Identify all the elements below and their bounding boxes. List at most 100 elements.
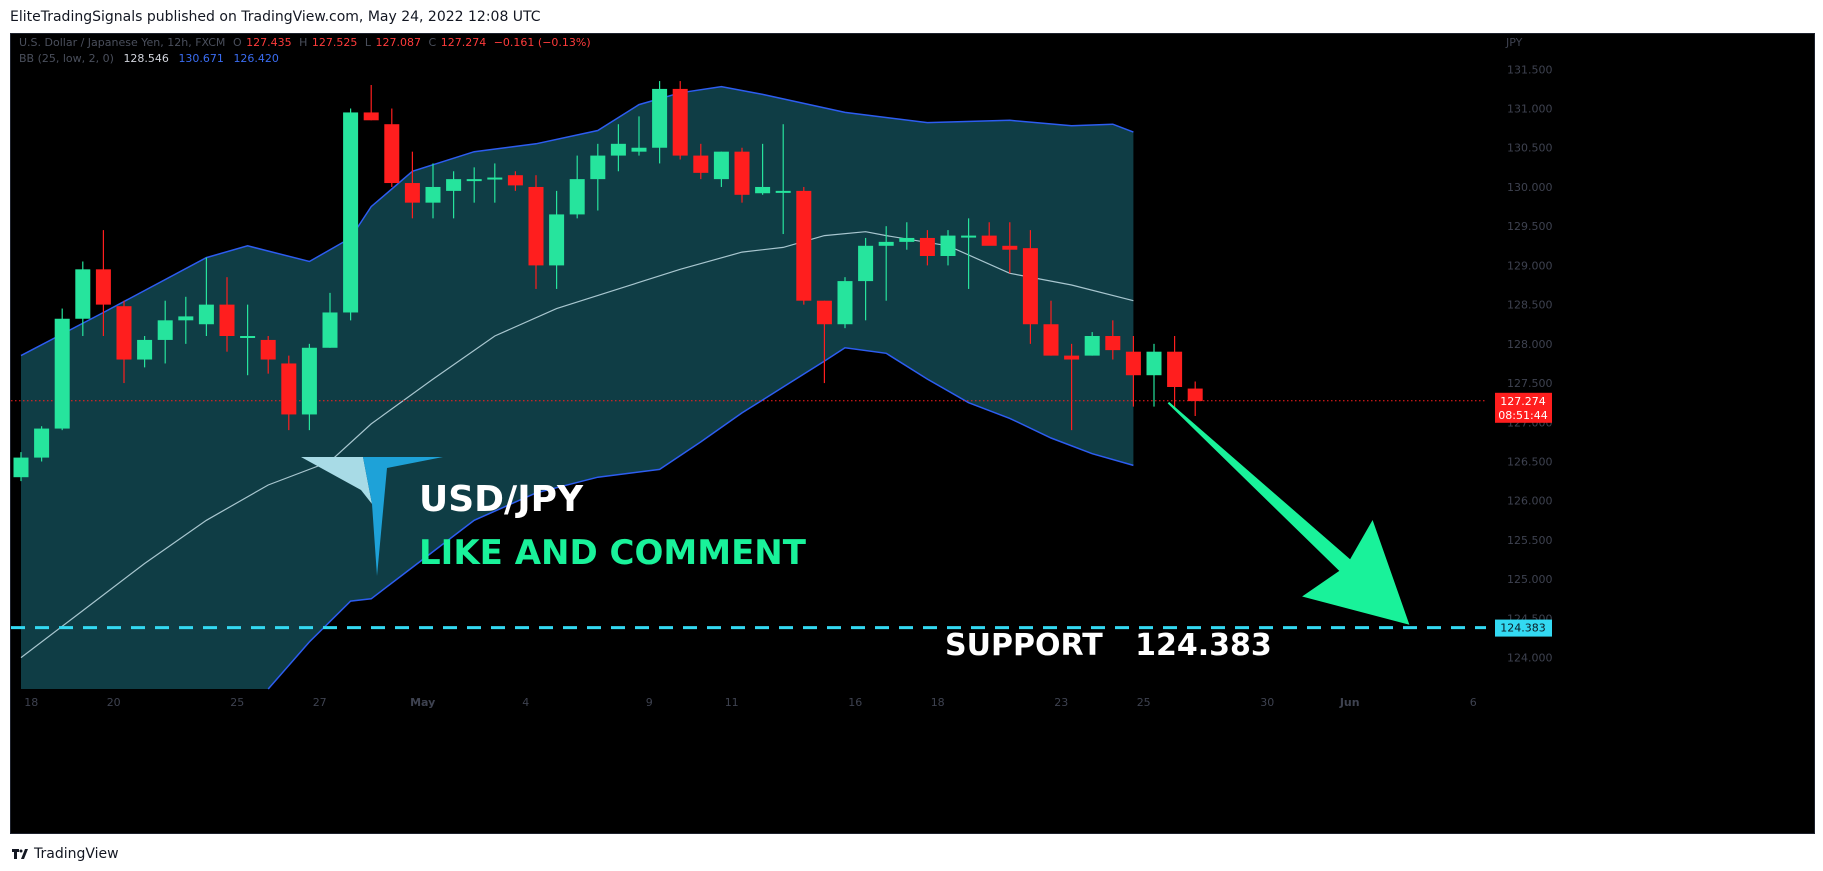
candle-body xyxy=(1125,351,1141,376)
candle-body xyxy=(466,179,482,182)
candle-countdown: 08:51:44 xyxy=(1498,409,1547,422)
candle-body xyxy=(54,318,70,429)
candle-body xyxy=(755,186,771,194)
candle-body xyxy=(1187,388,1203,402)
time-axis-tick: 27 xyxy=(313,696,327,709)
price-axis[interactable]: 124.000124.500125.000125.500126.000126.5… xyxy=(1507,63,1553,664)
like-comment-text: LIKE AND COMMENT xyxy=(419,533,807,573)
candles-group xyxy=(13,81,1203,482)
candle-body xyxy=(363,112,379,121)
time-axis-tick: 23 xyxy=(1054,696,1068,709)
candle-body xyxy=(178,316,194,321)
candle-body xyxy=(940,235,956,256)
price-axis-tick: 130.000 xyxy=(1507,181,1553,194)
support-label: SUPPORT 124.383 xyxy=(945,628,1272,663)
footer-brand[interactable]: TradingView xyxy=(12,846,119,862)
price-axis-tick: 128.500 xyxy=(1507,299,1553,312)
candle-body xyxy=(652,88,668,148)
last-price-value: 127.274 xyxy=(1500,395,1546,408)
legend-line-1: U.S. Dollar / Japanese Yen, 12h, FXCM O … xyxy=(19,36,591,49)
candle-body xyxy=(1043,324,1059,356)
chart-pane[interactable]: USD/JPY LIKE AND COMMENT SUPPORT 124.383… xyxy=(10,33,1815,834)
down-arrow-shape xyxy=(1167,401,1410,625)
candle-body xyxy=(816,300,832,325)
candle-body xyxy=(219,304,235,337)
legend-h-value: 127.525 xyxy=(312,36,358,49)
candle-body xyxy=(919,237,935,256)
candle-body xyxy=(240,336,256,339)
candle-body xyxy=(425,186,441,203)
currency-label: JPY xyxy=(1505,36,1523,49)
candle-body xyxy=(713,151,729,180)
candle-body xyxy=(446,179,462,191)
candle-body xyxy=(858,245,874,282)
time-axis-tick: 11 xyxy=(725,696,739,709)
bollinger-band-fill xyxy=(21,86,1134,690)
candle-body xyxy=(198,304,214,325)
candle-body xyxy=(95,269,111,305)
candle-body xyxy=(961,235,977,238)
time-axis-tick: 4 xyxy=(522,696,529,709)
price-axis-tick: 129.000 xyxy=(1507,259,1553,272)
footer-brand-label: TradingView xyxy=(34,846,119,862)
bollinger-lower-line xyxy=(267,347,1134,690)
candle-body xyxy=(137,339,153,360)
candle-body xyxy=(569,179,585,215)
legend-l-label: L xyxy=(365,36,372,49)
legend-o-value: 127.435 xyxy=(246,36,292,49)
price-axis-tick: 124.000 xyxy=(1507,652,1553,665)
time-axis-tick: Jun xyxy=(1339,696,1360,709)
support-label-word: SUPPORT xyxy=(945,628,1103,663)
candle-body xyxy=(631,147,647,152)
price-axis-tick: 131.500 xyxy=(1507,63,1553,76)
publish-info: EliteTradingSignals published on Trading… xyxy=(10,9,541,25)
candle-body xyxy=(1022,248,1038,325)
time-axis-tick: May xyxy=(410,696,435,709)
time-axis-tick: 16 xyxy=(848,696,862,709)
legend-h-label: H xyxy=(299,36,307,49)
legend-bb-label: BB (25, low, 2, 0) xyxy=(19,52,114,65)
tradingview-logo-icon xyxy=(12,849,28,859)
legend-bb-upper: 130.671 xyxy=(178,52,224,65)
candle-body xyxy=(404,183,420,203)
candle-body xyxy=(487,177,503,180)
time-axis-tick: 18 xyxy=(24,696,38,709)
candle-body xyxy=(157,320,173,340)
legend-symbol: U.S. Dollar / Japanese Yen, 12h, FXCM xyxy=(19,36,225,49)
chart-svg[interactable]: USD/JPY LIKE AND COMMENT SUPPORT 124.383… xyxy=(11,34,1814,833)
time-axis[interactable]: 18 20 25 27 May 4 9 11 16 18 23 25 30 Jun 6 xyxy=(24,696,1477,709)
time-axis-tick: 18 xyxy=(931,696,945,709)
header-bar: EliteTradingSignals published on Trading… xyxy=(0,0,1823,34)
support-price-tag-box xyxy=(1495,619,1552,637)
time-axis-tick: 20 xyxy=(107,696,121,709)
candle-body xyxy=(981,235,997,246)
candle-body xyxy=(528,186,544,266)
candle-body xyxy=(34,428,50,458)
legend-c-value: 127.274 xyxy=(441,36,487,49)
candle-body xyxy=(590,155,606,180)
time-axis-tick: 25 xyxy=(1137,696,1151,709)
price-axis-tick: 125.500 xyxy=(1507,534,1553,547)
support-price-value: 124.383 xyxy=(1500,622,1546,635)
time-axis-tick: 6 xyxy=(1470,696,1477,709)
candle-body xyxy=(75,269,91,319)
candle-body xyxy=(775,190,791,193)
brand-t-logo xyxy=(301,457,443,576)
candle-body xyxy=(837,281,853,325)
price-axis-tick: 129.500 xyxy=(1507,220,1553,233)
candle-body xyxy=(384,124,400,184)
legend-o-label: O xyxy=(233,36,242,49)
down-arrow[interactable] xyxy=(1167,401,1410,625)
time-axis-tick: 30 xyxy=(1260,696,1274,709)
candle-body xyxy=(1167,351,1183,387)
legend-c-label: C xyxy=(429,36,437,49)
candle-body xyxy=(1084,336,1100,356)
candle-body xyxy=(260,339,276,360)
legend-line-2: BB (25, low, 2, 0) 128.546 130.671 126.4… xyxy=(19,52,279,65)
price-axis-tick: 130.500 xyxy=(1507,142,1553,155)
legend-l-value: 127.087 xyxy=(376,36,422,49)
candle-body xyxy=(672,88,688,156)
candle-body xyxy=(549,214,565,266)
price-axis-tick: 125.000 xyxy=(1507,573,1553,586)
price-axis-tick: 127.500 xyxy=(1507,377,1553,390)
